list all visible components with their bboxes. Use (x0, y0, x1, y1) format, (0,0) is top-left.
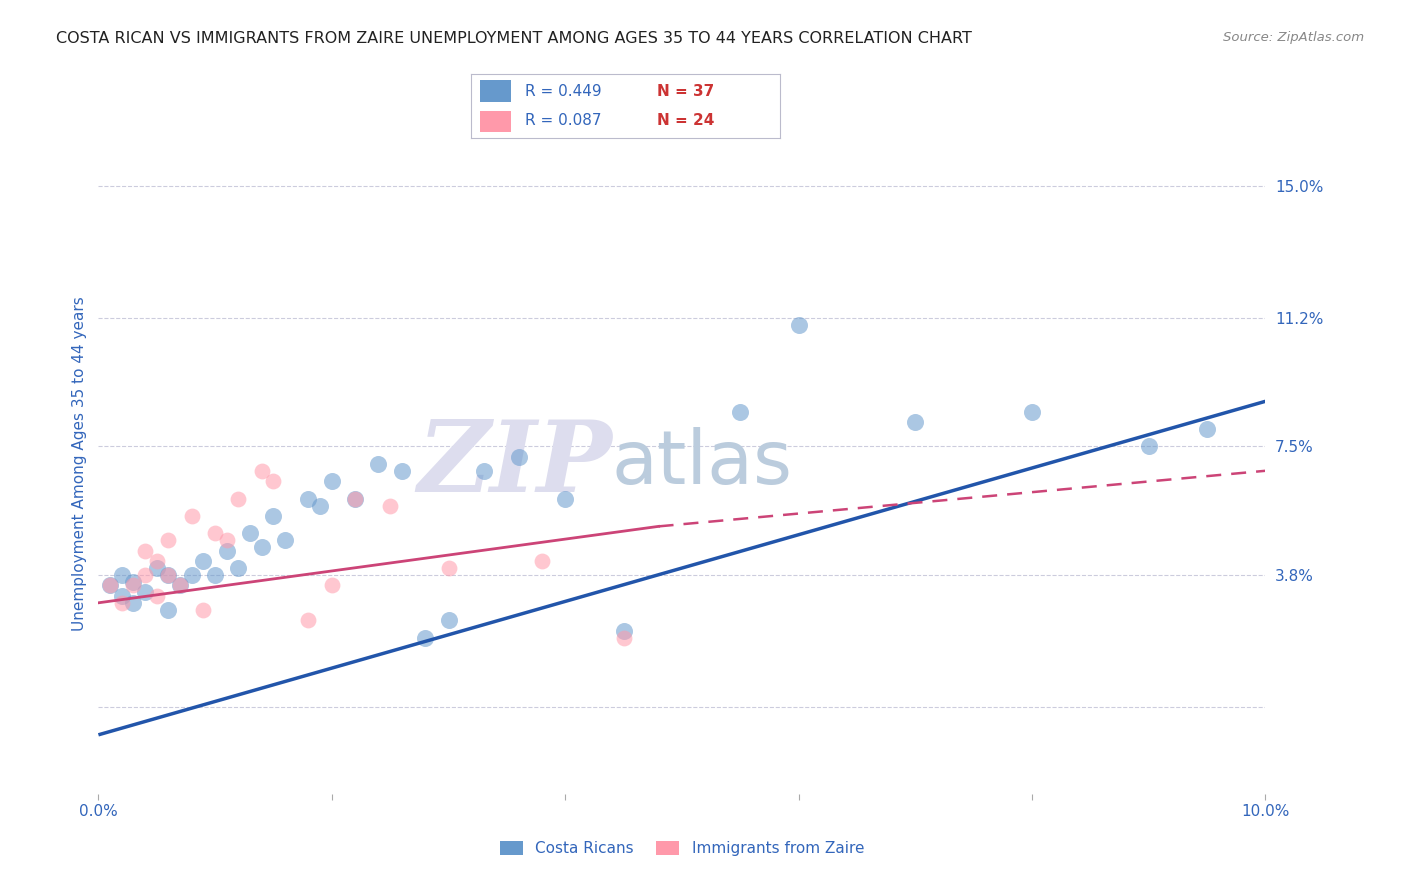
Point (437, 561, 460, 575)
Point (728, 405, 751, 419)
Point (228, 561, 250, 575)
Point (228, 491, 250, 506)
Legend: Costa Ricans, Immigrants from Zaire: Costa Ricans, Immigrants from Zaire (494, 835, 870, 863)
Point (180, 508, 202, 523)
Point (1195, 422, 1218, 436)
Point (904, 415, 927, 429)
Point (472, 464, 495, 478)
Point (378, 499, 402, 513)
Point (98, 578, 121, 592)
Point (134, 568, 156, 582)
Point (321, 578, 343, 592)
Point (146, 589, 169, 603)
Point (204, 568, 226, 582)
Point (612, 624, 634, 638)
Text: ZIP: ZIP (418, 416, 612, 512)
Point (204, 526, 226, 541)
Point (146, 554, 169, 568)
Point (530, 554, 553, 568)
Text: R = 0.087: R = 0.087 (526, 113, 602, 128)
Point (508, 450, 530, 464)
Point (122, 578, 145, 592)
Point (250, 540, 273, 554)
Point (391, 464, 413, 478)
Point (122, 596, 145, 610)
Point (239, 526, 262, 541)
Y-axis label: Unemployment Among Ages 35 to 44 years: Unemployment Among Ages 35 to 44 years (72, 296, 87, 632)
Point (111, 589, 134, 603)
Point (122, 574, 145, 589)
Point (297, 613, 319, 627)
Point (297, 491, 319, 506)
Point (787, 318, 810, 332)
Point (157, 603, 180, 617)
Point (157, 533, 180, 548)
Text: atlas: atlas (612, 427, 793, 500)
Point (215, 543, 238, 558)
Point (134, 543, 156, 558)
Point (250, 464, 273, 478)
Point (157, 568, 180, 582)
Point (134, 585, 156, 599)
Point (111, 596, 134, 610)
Point (413, 631, 436, 645)
Point (169, 578, 191, 592)
Point (169, 578, 191, 592)
Bar (481, 80, 512, 102)
Text: N = 37: N = 37 (657, 84, 714, 99)
Point (98, 578, 121, 592)
Point (612, 631, 634, 645)
Text: Source: ZipAtlas.com: Source: ZipAtlas.com (1223, 31, 1364, 45)
Point (367, 457, 389, 471)
Point (437, 613, 460, 627)
Point (1137, 440, 1160, 454)
Point (344, 491, 367, 506)
Bar (481, 111, 512, 132)
Point (344, 491, 367, 506)
Point (1021, 405, 1043, 419)
Point (309, 499, 332, 513)
Point (274, 533, 297, 548)
Point (215, 533, 238, 548)
Point (193, 603, 215, 617)
Point (554, 491, 576, 506)
Point (262, 474, 284, 488)
Text: COSTA RICAN VS IMMIGRANTS FROM ZAIRE UNEMPLOYMENT AMONG AGES 35 TO 44 YEARS CORR: COSTA RICAN VS IMMIGRANTS FROM ZAIRE UNE… (56, 31, 972, 46)
Point (146, 561, 169, 575)
Point (321, 474, 343, 488)
Text: R = 0.449: R = 0.449 (526, 84, 602, 99)
Point (157, 568, 180, 582)
Point (111, 568, 134, 582)
Point (262, 508, 284, 523)
Point (193, 554, 215, 568)
Text: N = 24: N = 24 (657, 113, 714, 128)
Point (180, 568, 202, 582)
